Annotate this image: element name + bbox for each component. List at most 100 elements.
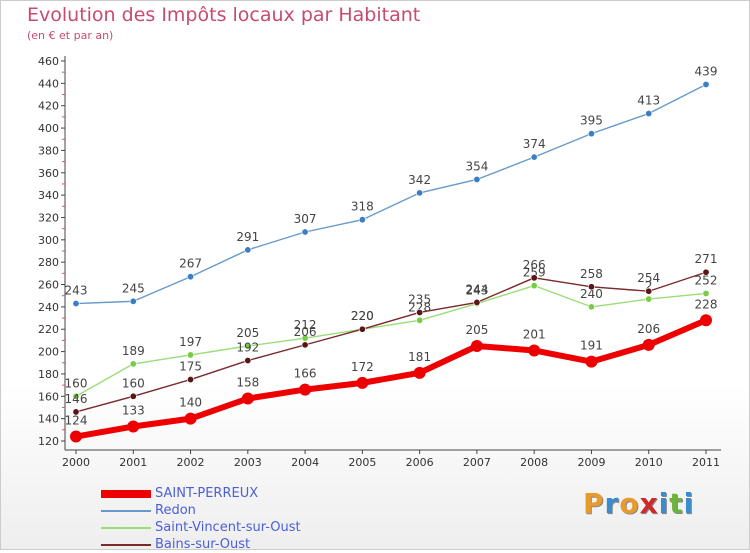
y-tick-label: 140 <box>38 413 59 426</box>
data-point <box>301 334 309 342</box>
logo-letter: x <box>639 487 659 520</box>
data-label: 413 <box>637 94 660 108</box>
data-point <box>470 340 483 352</box>
data-label: 220 <box>351 309 374 323</box>
series-line-0 <box>73 317 709 440</box>
data-point <box>645 110 653 118</box>
x-tick-label: 2006 <box>406 456 434 469</box>
legend-item: Bains-sur-Oust <box>101 536 361 553</box>
legend-item: Saint-Vincent-sur-Oust <box>101 519 361 536</box>
data-label: 158 <box>236 376 259 390</box>
x-tick-label: 2003 <box>234 456 262 469</box>
data-point <box>187 273 195 281</box>
x-tick-label: 2002 <box>177 456 205 469</box>
data-point <box>702 289 710 297</box>
data-label: 307 <box>294 212 317 226</box>
data-point <box>702 80 710 88</box>
data-label: 252 <box>695 273 718 287</box>
y-tick-label: 440 <box>38 77 59 90</box>
data-label: 206 <box>294 325 317 339</box>
data-point <box>416 316 424 324</box>
data-point <box>70 430 82 443</box>
data-label: 124 <box>65 414 88 428</box>
data-point <box>241 392 254 405</box>
data-point <box>72 408 80 416</box>
data-label: 243 <box>465 284 488 298</box>
y-tick-label: 160 <box>38 390 59 403</box>
data-point <box>72 392 80 400</box>
data-label: 228 <box>695 297 718 311</box>
data-label: 166 <box>294 367 317 381</box>
data-label: 189 <box>122 344 145 358</box>
series-line-2 <box>75 284 707 397</box>
y-tick-label: 420 <box>38 100 59 113</box>
logo-letter: r <box>604 487 620 520</box>
x-tick-label: 2000 <box>62 456 90 469</box>
data-point <box>299 383 312 396</box>
y-tick-label: 460 <box>38 55 59 68</box>
data-label: 192 <box>236 341 259 355</box>
data-label: 201 <box>523 327 546 341</box>
data-label: 212 <box>294 318 317 332</box>
legend: SAINT-PERREUX Redon Saint-Vincent-sur-Oust… <box>101 485 361 553</box>
y-tick-label: 300 <box>38 234 59 247</box>
y-tick-label: 200 <box>38 346 59 359</box>
data-label: 181 <box>408 350 431 364</box>
y-tick-label: 220 <box>38 323 59 336</box>
legend-item: SAINT-PERREUX <box>101 485 361 502</box>
data-point <box>301 341 309 349</box>
data-point <box>473 298 481 306</box>
chart-subtitle: (en € et par an) <box>27 29 114 42</box>
data-point <box>530 282 538 290</box>
data-label: 197 <box>179 335 202 349</box>
data-label: 172 <box>351 360 374 374</box>
data-label: 259 <box>523 266 546 280</box>
x-tick-label: 2005 <box>348 456 376 469</box>
data-point <box>129 392 137 400</box>
data-label: 191 <box>580 339 603 353</box>
data-label: 205 <box>236 326 259 340</box>
x-tick-label: 2004 <box>291 456 319 469</box>
chart-title: Evolution des Impôts locaux par Habitant <box>27 4 421 26</box>
data-point <box>244 342 252 350</box>
data-point <box>358 216 366 224</box>
data-label: 342 <box>408 173 431 187</box>
data-point <box>129 297 137 305</box>
x-tick-label: 2008 <box>520 456 548 469</box>
logo-letter: P <box>583 487 605 520</box>
data-point <box>702 268 710 276</box>
x-tick-label: 2011 <box>692 456 720 469</box>
data-label: 206 <box>637 322 660 336</box>
data-label: 160 <box>65 376 88 390</box>
data-label: 146 <box>65 392 88 406</box>
data-point <box>413 366 426 379</box>
y-tick-label: 260 <box>38 279 59 292</box>
y-tick-label: 120 <box>38 435 59 448</box>
data-label: 374 <box>523 137 546 151</box>
logo-letter: t <box>669 487 684 520</box>
x-tick-label: 2010 <box>635 456 663 469</box>
data-label: 271 <box>695 252 718 266</box>
y-tick-label: 240 <box>38 301 59 314</box>
legend-item: Redon <box>101 502 361 519</box>
data-point <box>530 153 538 161</box>
data-point <box>473 175 481 183</box>
data-point <box>587 283 595 291</box>
data-label: 160 <box>122 376 145 390</box>
legend-swatch <box>101 509 151 512</box>
data-point <box>187 376 195 384</box>
logo-letter: o <box>619 487 640 520</box>
data-point <box>187 351 195 359</box>
data-point <box>72 300 80 308</box>
data-label: 291 <box>236 230 259 244</box>
data-point <box>645 287 653 295</box>
data-label: 205 <box>465 323 488 337</box>
proxiti-logo: Proxiti <box>583 487 694 520</box>
data-label: 439 <box>695 64 718 78</box>
y-tick-label: 340 <box>38 189 59 202</box>
y-tick-label: 320 <box>38 211 59 224</box>
logo-letter: i <box>658 487 670 520</box>
series-line-3 <box>75 271 707 413</box>
